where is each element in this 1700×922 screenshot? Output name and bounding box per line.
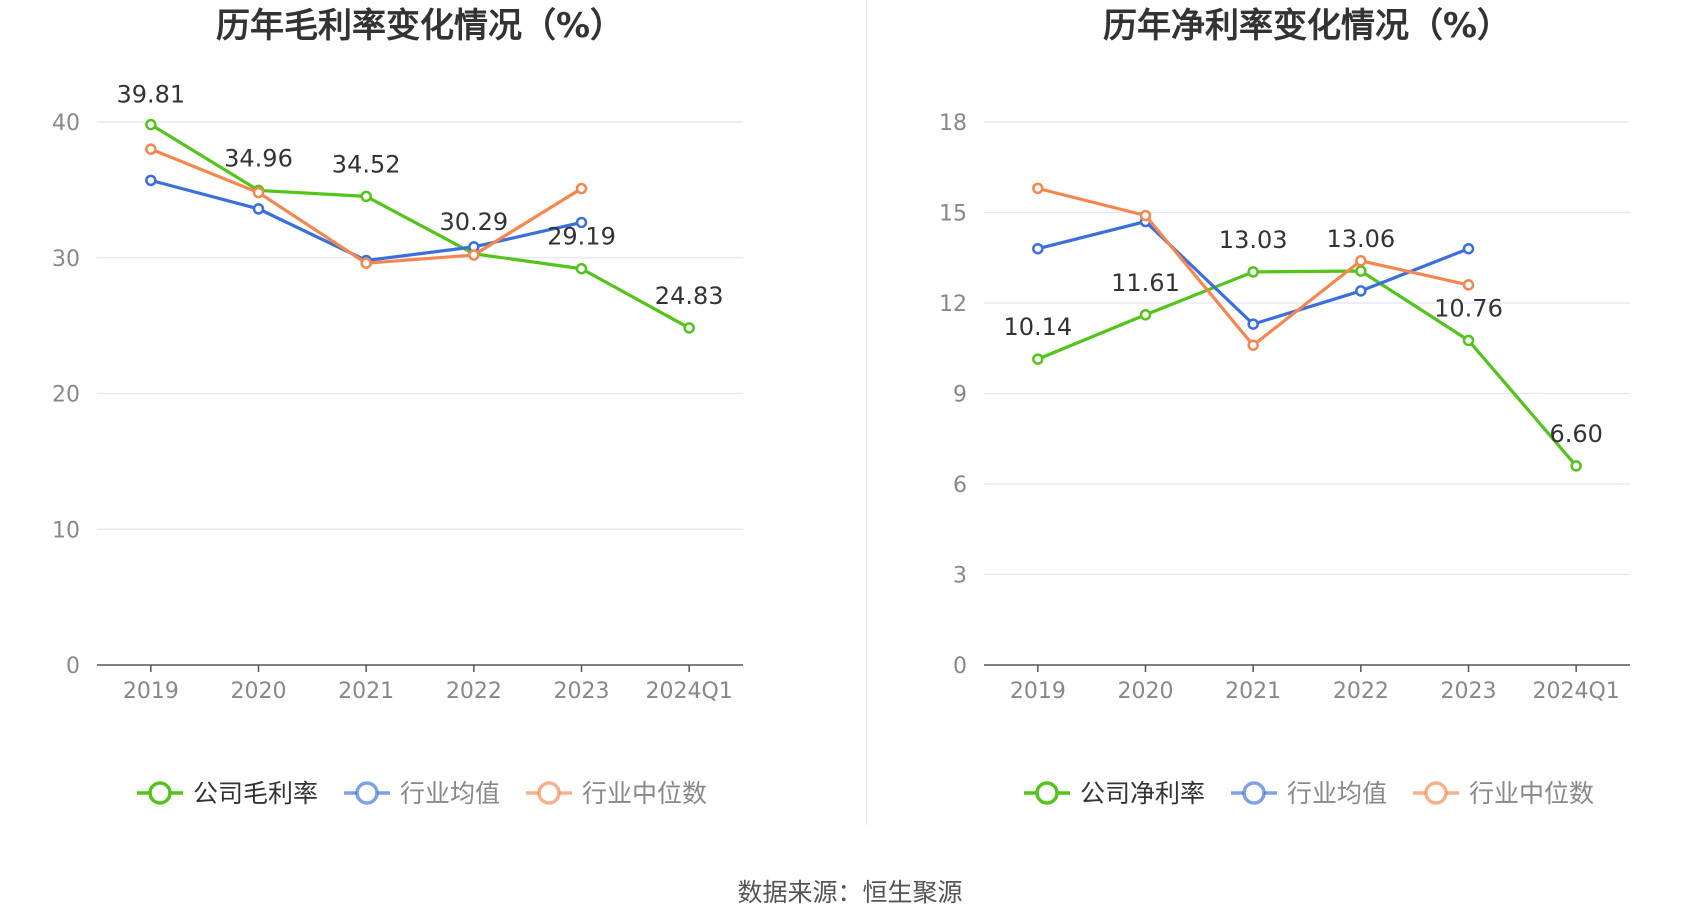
chart1-y-tick-label: 0 [66,654,80,679]
chart1-point-industry_avg [252,203,265,215]
chart2-point-industry_median [1247,339,1259,351]
chart1-point-industry_median [252,186,265,199]
data-source-footer: 数据来源：恒生聚源 [737,878,963,907]
chart1-y-tick-label: 30 [52,247,80,272]
chart2-point-industry_avg [1032,242,1044,255]
chart2-data-label: 11.61 [1111,269,1180,297]
chart1-legend-marker-company [148,781,172,805]
chart1-point-company [575,262,588,275]
panel-divider [866,0,867,825]
chart2-point-industry_avg [1355,285,1367,297]
chart1-x-tick-label: 2019 [123,679,179,704]
chart1-y-tick-label: 20 [52,383,80,408]
chart1-data-label: 39.81 [116,81,185,109]
chart1-x-tick-label: 2022 [446,679,502,704]
chart2-y-tick-label: 12 [939,292,967,317]
chart2-x-tick-label: 2024Q1 [1533,679,1620,704]
chart2-legend-marker-company [1035,781,1059,805]
chart1-data-label: 30.29 [439,208,508,236]
chart2-data-label: 6.60 [1549,420,1602,448]
chart1-legend-marker-industry_median [537,781,561,805]
chart1-data-label: 29.19 [547,223,616,251]
chart2-legend-label-industry_median: 行业中位数 [1469,779,1594,808]
chart2-title: 历年净利率变化情况（%） [1103,6,1511,46]
chart1-point-company [145,118,157,131]
chart2-point-industry_avg [1247,318,1259,330]
chart2-point-industry_median [1139,209,1152,222]
chart1-point-industry_avg [575,216,588,229]
chart1-data-label: 34.96 [224,144,293,172]
chart1-point-industry_median [360,257,372,269]
chart2-point-company [1032,353,1044,365]
chart2-point-industry_avg [1462,242,1475,255]
chart1-point-industry_median [575,182,588,195]
chart1-data-label: 24.83 [655,282,724,310]
chart2-legend-label-industry_avg: 行业均值 [1287,779,1387,808]
chart2-point-company [1247,266,1259,278]
chart1-legend-label-company: 公司毛利率 [193,779,318,808]
chart2-data-label: 10.76 [1434,294,1503,322]
chart1-x-tick-label: 2023 [554,679,610,704]
chart1-point-company [683,322,695,334]
chart2-x-tick-label: 2023 [1441,679,1497,704]
chart2-data-label: 13.03 [1219,226,1288,254]
chart1-series-line-company [149,122,691,330]
chart2-y-tick-label: 9 [953,383,967,408]
chart1-legend-marker-industry_avg [355,781,379,805]
chart2-data-label: 13.06 [1326,225,1395,253]
chart1-x-tick-label: 2021 [338,679,394,704]
chart2-point-company [1462,334,1475,347]
chart1-point-industry_avg [145,174,157,187]
chart2-point-company [1355,265,1367,277]
chart2-legend-label-company: 公司净利率 [1080,779,1205,808]
chart2-x-tick-label: 2020 [1118,679,1174,704]
chart2-series-line-company [1036,269,1578,468]
chart2-y-tick-label: 3 [953,564,967,589]
chart2-legend-marker-industry_median [1424,781,1448,805]
chart2-data-label: 10.14 [1003,313,1072,341]
chart2-x-tick-label: 2022 [1333,679,1389,704]
chart2-point-industry_median [1462,279,1475,291]
chart1-legend-label-industry_avg: 行业均值 [400,779,500,808]
chart1-y-tick-label: 40 [52,111,80,136]
chart1-point-industry_median [145,143,157,155]
chart1-title: 历年毛利率变化情况（%） [216,6,624,46]
chart1-point-industry_median [468,249,480,261]
chart2-y-tick-label: 18 [939,111,967,136]
chart2-y-tick-label: 0 [953,654,967,679]
chart1-legend-label-industry_median: 行业中位数 [582,779,707,808]
chart2-point-company [1139,309,1152,321]
chart2-point-company [1570,460,1582,472]
chart2-legend-marker-industry_avg [1242,781,1266,805]
chart2-y-tick-label: 6 [953,473,967,498]
chart1-y-tick-label: 10 [52,518,80,543]
chart2-x-tick-label: 2021 [1225,679,1281,704]
chart1-point-company [360,190,372,203]
chart2-point-industry_median [1355,255,1367,267]
chart2-y-tick-label: 15 [939,202,967,227]
chart2-point-industry_median [1032,182,1044,195]
chart1-x-tick-label: 2024Q1 [646,679,733,704]
chart1-data-label: 34.52 [332,150,401,178]
chart1-x-tick-label: 2020 [231,679,287,704]
chart2-x-tick-label: 2019 [1010,679,1066,704]
